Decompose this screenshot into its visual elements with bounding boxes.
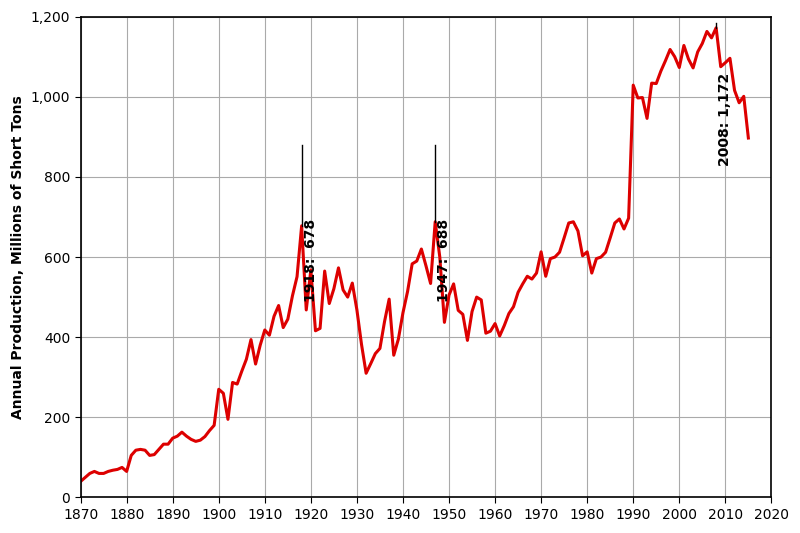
Text: 1947:  688: 1947: 688 [438, 219, 451, 302]
Text: 2008: 1,172: 2008: 1,172 [718, 72, 733, 166]
Y-axis label: Annual Production, Millions of Short Tons: Annual Production, Millions of Short Ton… [11, 95, 25, 419]
Text: 1918:  678: 1918: 678 [304, 219, 318, 302]
